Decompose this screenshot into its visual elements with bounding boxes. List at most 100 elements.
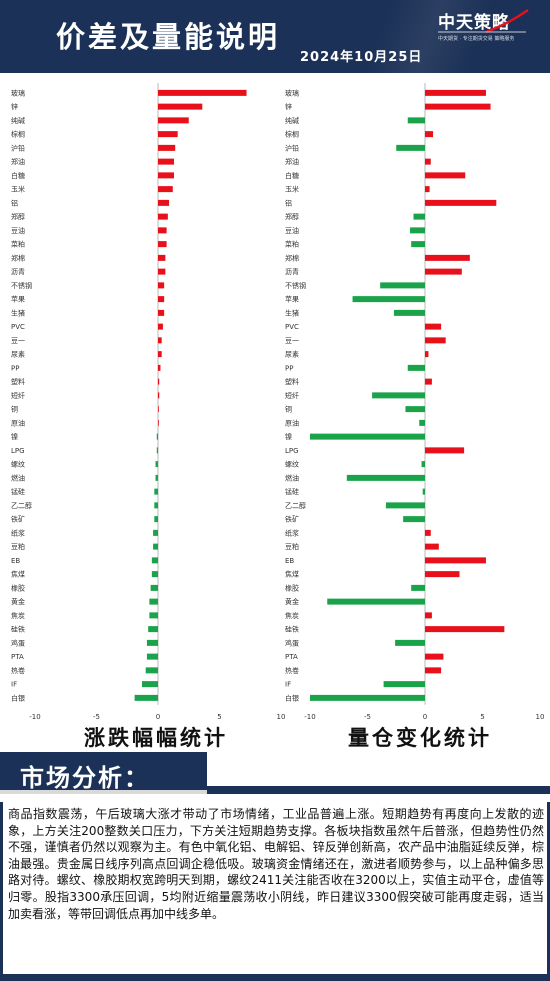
volume-bar (425, 612, 432, 619)
volume-category-label: 橡胶 (285, 583, 299, 592)
change-bar (158, 392, 160, 399)
volume-bar (421, 461, 425, 468)
volume-category-label: 鸡蛋 (285, 638, 299, 647)
volume-category-label: 焦煤 (285, 570, 299, 579)
left-chart-caption: 涨跌幅幅统计 (84, 725, 228, 750)
volume-category-label: 乙二醇 (285, 501, 306, 510)
volume-bar (425, 254, 470, 261)
volume-x-tick-label: -10 (304, 713, 315, 721)
volume-bar (425, 626, 505, 633)
volume-category-label: 铜 (285, 405, 292, 414)
volume-bar (425, 131, 434, 138)
change-bar (158, 337, 162, 344)
volume-category-label: 不锈钢 (285, 281, 306, 290)
change-bar (146, 653, 158, 660)
volume-category-label: 锌 (285, 102, 292, 111)
change-bar (158, 131, 178, 138)
change-category-label: 鸡蛋 (11, 638, 25, 647)
change-bar (158, 186, 173, 193)
change-x-tick-label: 0 (156, 713, 160, 721)
change-bar (158, 158, 174, 165)
change-category-label: 塑料 (11, 377, 25, 386)
change-bar (158, 282, 165, 289)
change-category-label: 短纤 (11, 391, 25, 400)
change-category-label: 沥青 (11, 267, 25, 276)
change-bar (148, 626, 158, 633)
volume-category-label: 纯碱 (285, 116, 299, 125)
change-bar (154, 488, 158, 495)
change-bar (155, 474, 158, 481)
volume-bar (425, 337, 446, 344)
change-category-label: 橡胶 (11, 583, 25, 592)
volume-category-label: 短纤 (285, 391, 299, 400)
volume-bar (395, 639, 425, 646)
change-bar (156, 433, 158, 440)
change-category-label: 焦煤 (11, 570, 25, 579)
change-category-label: 郑油 (11, 157, 25, 166)
change-bar (155, 461, 158, 468)
change-bar (158, 254, 166, 261)
change-bar (158, 199, 170, 206)
volume-x-tick-label: 10 (536, 713, 545, 721)
volume-category-label: 白银 (285, 693, 299, 702)
volume-category-label: 塑料 (285, 377, 299, 386)
change-category-label: 黄金 (11, 597, 25, 606)
change-bar (156, 447, 158, 454)
volume-category-label: 豆油 (285, 226, 299, 235)
change-category-label: 热卷 (11, 666, 25, 675)
change-category-label: 纯碱 (11, 116, 25, 125)
volume-bar (383, 681, 425, 688)
logo-swoosh-icon (438, 8, 529, 34)
change-category-label: 尿素 (11, 350, 25, 359)
volume-bar (419, 419, 425, 426)
volume-bar (405, 406, 425, 413)
volume-bar (425, 571, 460, 578)
analysis-panel: 商品指数震荡，午后玻璃大涨才带动了市场情绪，工业品普遍上涨。短期趋势有再度向上发… (0, 802, 550, 981)
volume-category-label: 棕榈 (285, 130, 299, 139)
volume-bar (422, 488, 425, 495)
change-category-label: 菜粕 (11, 240, 25, 249)
analysis-heading: 市场分析： (20, 763, 150, 792)
volume-bar (393, 309, 425, 316)
change-bar (142, 681, 158, 688)
volume-category-label: 纸浆 (285, 528, 299, 537)
volume-bar (380, 282, 425, 289)
volume-bar (352, 296, 425, 303)
change-category-label: 豆粕 (11, 542, 25, 551)
volume-category-label: 郑棉 (285, 253, 299, 262)
volume-bar (410, 227, 425, 234)
change-category-label: 玉米 (11, 185, 25, 194)
change-category-label: 锌 (11, 102, 18, 111)
change-bar (154, 502, 158, 509)
change-bar (149, 598, 158, 605)
volume-bar (413, 213, 425, 220)
volume-bar (425, 158, 431, 165)
volume-category-label: 尿素 (285, 350, 299, 359)
volume-x-tick-label: 5 (480, 713, 484, 721)
volume-bar (425, 378, 432, 385)
change-category-label: 生猪 (11, 308, 25, 317)
change-category-label: 不锈钢 (11, 281, 32, 290)
volume-bar (425, 186, 430, 193)
change-category-label: 铁矿 (11, 515, 25, 524)
change-bar (158, 309, 165, 316)
change-bar (146, 639, 158, 646)
change-category-label: PVC (11, 323, 25, 331)
change-bar (158, 241, 167, 248)
volume-bar (310, 433, 425, 440)
change-category-label: 铝 (11, 198, 18, 207)
change-bar (158, 378, 160, 385)
change-category-label: 螺纹 (11, 460, 25, 469)
volume-category-label: 玻璃 (285, 88, 299, 97)
change-category-label: 原油 (11, 418, 25, 427)
change-category-label: 镍 (11, 432, 18, 441)
page-title: 价差及量能说明 (56, 20, 281, 54)
change-category-label: EB (11, 557, 20, 565)
volume-x-tick-label: -5 (364, 713, 371, 721)
change-category-label: IF (11, 681, 17, 689)
volume-bar (425, 323, 442, 330)
change-category-label: 玻璃 (11, 88, 25, 97)
volume-bar (346, 474, 425, 481)
volume-category-label: 沥青 (285, 267, 299, 276)
change-bar (151, 571, 158, 578)
